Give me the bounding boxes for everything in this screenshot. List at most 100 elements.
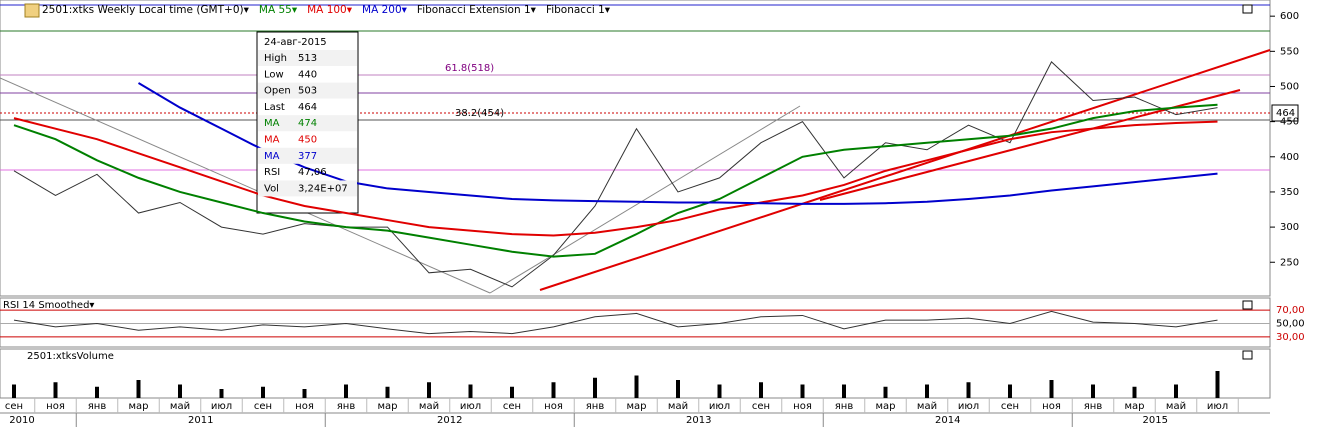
toolbar-item: MA 55▾ [259,4,298,16]
volume-bar [136,380,141,398]
tooltip-row-bg [258,147,357,164]
x-tick-label: сен [752,401,770,412]
volume-bar [551,382,556,398]
year-label: 2012 [437,415,462,426]
last-price-box [1271,104,1299,122]
x-tick-label: мар [1124,401,1144,412]
volume-bar [12,384,16,398]
y-tick-label: 250 [1280,257,1299,268]
volume-bar [178,384,182,398]
trend-line [0,77,491,294]
main-panel [0,0,1271,297]
volume-bar [1008,384,1012,398]
y-tick-label: 550 [1280,46,1299,57]
x-tick-label: янв [337,401,356,412]
volume-bar [1091,384,1095,398]
year-label: 2013 [686,415,711,426]
volume-bar [1174,384,1178,398]
x-tick-label: мар [128,401,148,412]
tooltip-label: Low [264,69,284,80]
volume-bar [717,384,722,398]
x-tick-label: сен [254,401,272,412]
last-price: 464 [1276,108,1295,119]
trend-line [489,105,801,294]
volume-bar [385,386,390,398]
toolbar-item: MA 200▾ [362,4,408,16]
volume-bar [1049,380,1054,398]
tooltip-value: 377 [298,151,317,162]
x-tick-label: июл [211,401,232,412]
volume-bar [966,382,971,398]
max-button[interactable] [1242,4,1253,14]
volume-title: 2501:xtksVolume [27,351,114,362]
y-tick-label: 350 [1280,187,1299,198]
x-tick-label: май [170,401,190,412]
series-line [13,117,1218,237]
tooltip-value: 464 [298,102,317,113]
x-tick-label: май [1166,401,1186,412]
volume-bar [468,384,473,398]
series-line [13,310,1218,335]
x-tick-label: янв [835,401,854,412]
tooltip-row-bg [258,82,357,99]
max-button[interactable] [1242,350,1253,360]
volume-bar [842,384,846,398]
x-tick-label: июл [958,401,979,412]
x-tick-label: сен [5,401,23,412]
x-tick-label: май [917,401,937,412]
tooltip-value: 3,24E+07 [298,183,348,194]
y-tick-label: 300 [1280,222,1299,233]
x-tick-label: ноя [793,401,812,412]
volume-bar [427,382,431,398]
volume-bar [261,386,265,398]
tooltip-label: High [264,53,287,64]
volume-bar [925,384,929,398]
volume-bar [1215,371,1220,398]
toolbar-item: 2501:xtks Weekly Local time (GMT+0)▾ [42,4,250,16]
volume-bar [219,389,224,398]
rsi-title: RSI 14 Smoothed▾ [3,300,94,311]
volume-bar [344,384,348,398]
x-tick-label: май [668,401,688,412]
tooltip-value: 474 [298,118,317,129]
volume-bar [800,384,805,398]
volume-bar [302,389,307,398]
x-tick-label: ноя [1042,401,1061,412]
y-tick-label: 500 [1280,81,1299,92]
x-tick-label: июл [1207,401,1228,412]
toolbar-item: MA 100▾ [307,4,353,16]
tooltip-row-bg [258,180,357,197]
volume-bar [510,386,514,398]
toolbar-item: Fibonacci Extension 1▾ [417,4,537,16]
tooltip-date: 24-авг-2015 [264,37,327,48]
volume-bar [593,377,597,398]
x-tick-label: ноя [544,401,563,412]
x-tick-label: сен [503,401,521,412]
x-tick-label: май [419,401,439,412]
tooltip-label: Vol [264,183,279,194]
volume-bar [634,375,639,398]
tooltip-row-bg [258,50,357,66]
volume-bar [883,386,888,398]
x-tick-label: сен [1001,401,1019,412]
icon [24,3,40,18]
tooltip-value: 513 [298,53,317,64]
fib-label: 38.2(454) [455,108,504,119]
tooltip-value: 503 [298,86,317,97]
x-tick-label: ноя [295,401,314,412]
x-tick-label: июл [709,401,730,412]
x-tick-label: ноя [46,401,65,412]
max-button[interactable] [1242,300,1253,310]
rsi-tick-label: 70,00 [1276,305,1305,316]
y-tick-label: 600 [1280,11,1299,22]
toolbar-item: Fibonacci 1▾ [546,4,611,16]
x-tick-label: янв [88,401,107,412]
volume-bar [759,382,763,398]
tooltip-value: 47,06 [298,167,327,178]
tooltip-row-bg [258,115,357,132]
x-tick-label: мар [377,401,397,412]
fib-label: 61.8(518) [445,63,494,74]
x-tick-label: мар [875,401,895,412]
tooltip-label: Last [264,102,285,113]
